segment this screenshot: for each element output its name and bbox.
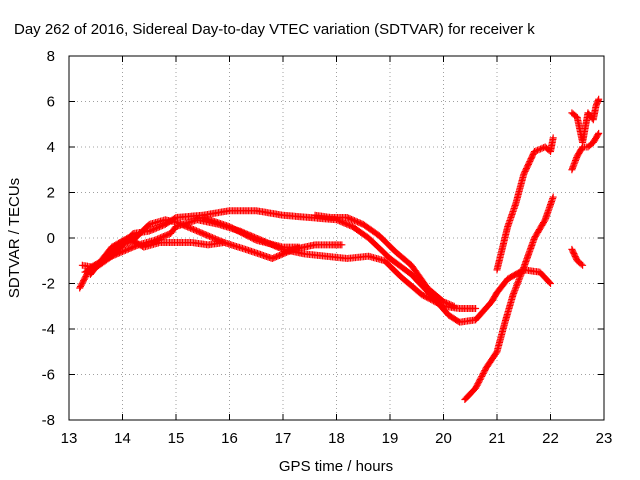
data-point [472, 305, 480, 313]
y-tick-labels: -8 -6 -4 -2 0 2 4 6 8 [42, 48, 55, 429]
data-point [443, 299, 451, 307]
data-point [577, 260, 585, 268]
series-7 [493, 134, 557, 274]
y-tick-label: 8 [47, 48, 55, 65]
series-11 [568, 245, 587, 269]
x-tick-label: 16 [221, 430, 238, 447]
data-points [76, 95, 603, 404]
y-tick-label: -8 [42, 412, 55, 429]
y-tick-label: 0 [47, 230, 55, 247]
data-point [537, 145, 545, 153]
data-point [545, 278, 553, 286]
data-point [530, 148, 538, 156]
data-point [446, 300, 454, 308]
data-point [444, 300, 452, 308]
data-point [450, 302, 458, 310]
y-tick-label: -4 [42, 321, 55, 338]
data-point [595, 95, 603, 103]
x-axis-label: GPS time / hours [279, 458, 393, 475]
data-point [532, 147, 540, 155]
series-5 [311, 211, 458, 310]
x-tick-label: 14 [114, 430, 131, 447]
data-point [594, 131, 602, 139]
x-tick-label: 17 [275, 430, 292, 447]
y-tick-label: -2 [42, 276, 55, 293]
x-tick-label: 23 [596, 430, 613, 447]
grid [69, 56, 604, 420]
chart-title: Day 262 of 2016, Sidereal Day-to-day VTE… [14, 21, 535, 38]
data-point [549, 193, 557, 201]
data-point [534, 146, 542, 154]
data-point [549, 134, 557, 142]
data-point [547, 280, 554, 287]
x-tick-label: 15 [168, 430, 185, 447]
series-4 [86, 234, 228, 278]
y-tick-label: 2 [47, 185, 55, 202]
y-tick-label: -6 [42, 367, 55, 384]
x-tick-label: 22 [542, 430, 559, 447]
x-tick-label: 18 [328, 430, 345, 447]
data-point [295, 243, 303, 251]
data-point [338, 241, 346, 249]
series-6 [199, 214, 303, 251]
data-point [449, 302, 457, 310]
x-tick-label: 19 [382, 430, 399, 447]
data-point [447, 301, 455, 309]
x-tick-label: 13 [61, 430, 78, 447]
y-tick-label: 6 [47, 94, 55, 111]
y-tick-label: 4 [47, 139, 55, 156]
data-point [595, 129, 603, 137]
data-point [535, 146, 543, 154]
series-8 [461, 193, 557, 404]
x-tick-label: 20 [435, 430, 452, 447]
series-9 [568, 129, 603, 174]
data-point [441, 298, 449, 306]
data-point [579, 261, 587, 269]
plot-frame [68, 55, 605, 421]
series-10 [568, 95, 603, 146]
y-axis-label: SDTVAR / TECUs [6, 178, 23, 298]
data-point [220, 239, 228, 247]
data-point [251, 236, 259, 244]
x-tick-label: 21 [489, 430, 506, 447]
x-tick-labels: 13 14 15 16 17 18 19 20 21 22 23 [61, 430, 613, 447]
data-point [440, 298, 447, 306]
